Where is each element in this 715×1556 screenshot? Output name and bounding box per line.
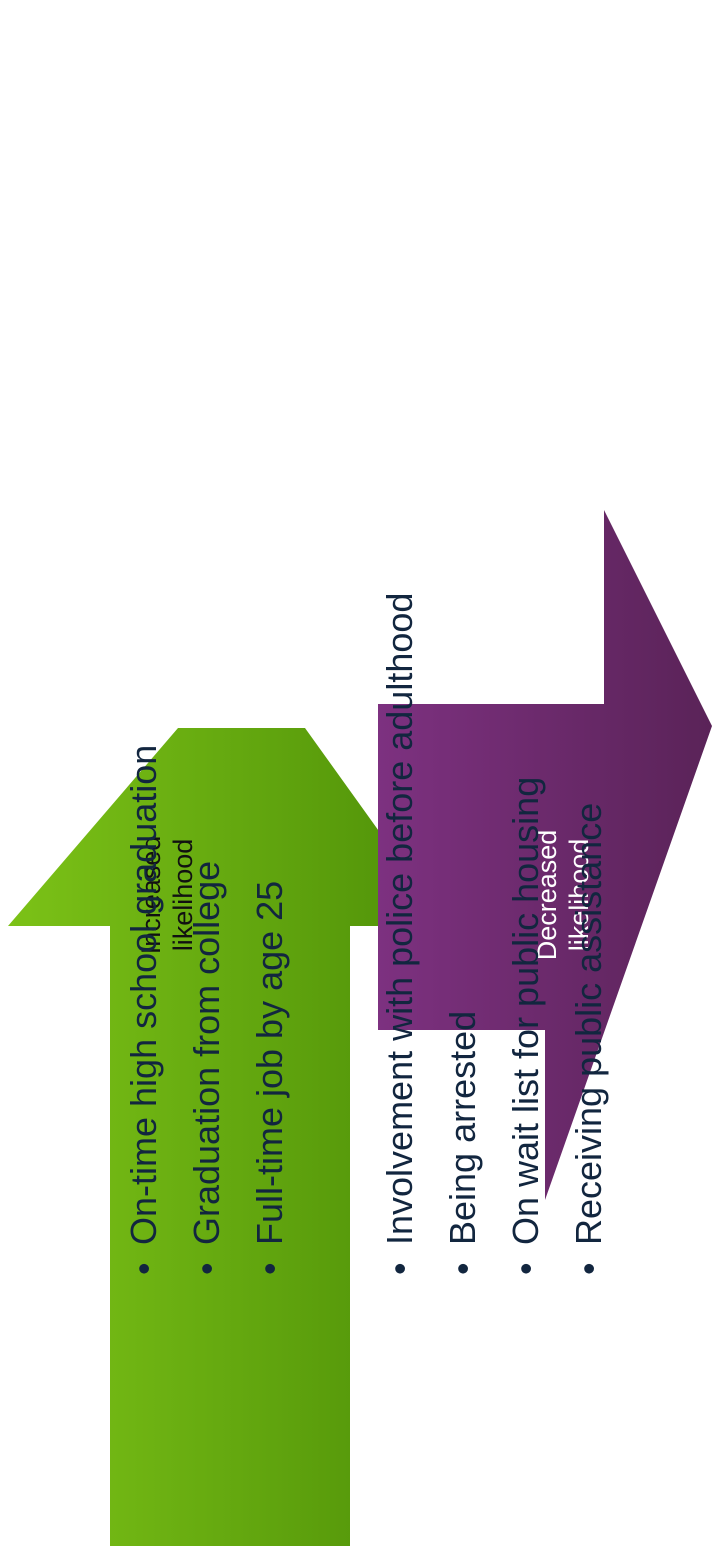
list-item: Receiving public assistance [557, 593, 620, 1275]
list-item: On-time high school graduation [112, 745, 175, 1275]
increased-likelihood-list: On-time high school graduation Graduatio… [112, 745, 301, 1275]
list-item: On wait list for public housing [494, 593, 557, 1275]
decreased-likelihood-list: Involvement with police before adulthood… [368, 593, 620, 1275]
list-item: Involvement with police before adulthood [368, 593, 431, 1275]
list-item: Graduation from college [175, 745, 238, 1275]
list-item: Full-time job by age 25 [238, 745, 301, 1275]
list-item: Being arrested [431, 593, 494, 1275]
